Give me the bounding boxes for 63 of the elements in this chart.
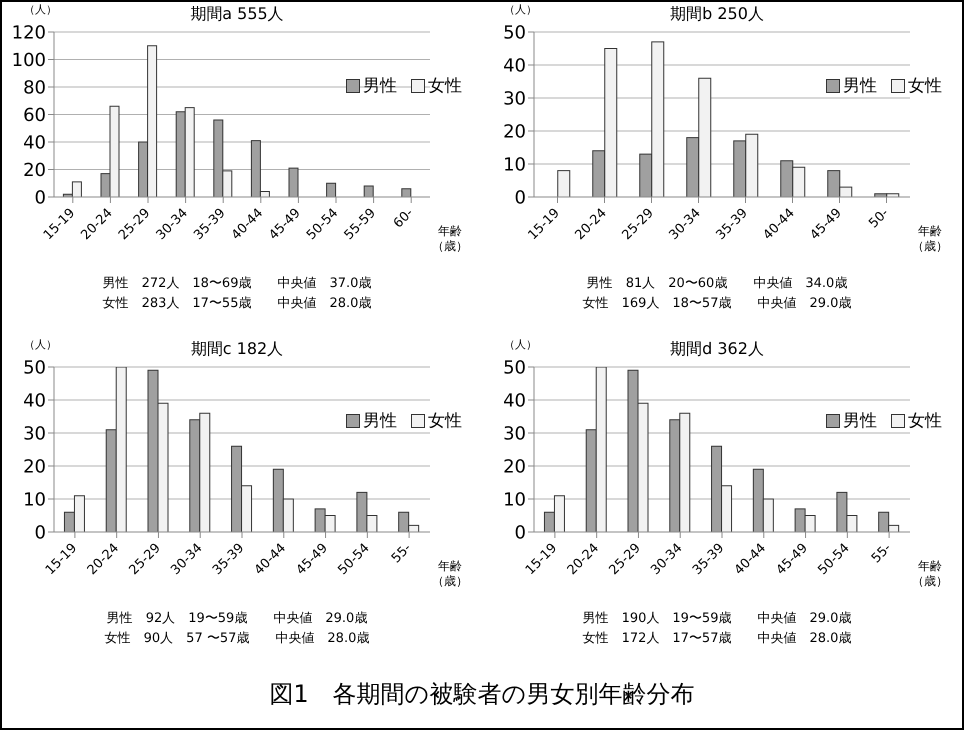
y-axis-title: （人）: [24, 2, 57, 17]
y-tick-label: 80: [23, 77, 46, 98]
y-tick-label: 10: [23, 489, 46, 510]
y-tick-label: 120: [12, 22, 46, 44]
legend-label: 女性: [428, 410, 462, 432]
y-tick-label: 20: [23, 160, 46, 181]
y-tick-label: 0: [514, 187, 526, 208]
bar: [326, 182, 336, 197]
text: 男性 92人 19〜59歳 中央値 29.0歳: [106, 610, 368, 628]
legend-label: 女性: [908, 75, 942, 97]
y-tick-label: 40: [503, 390, 526, 412]
chart-title: 期間c 182人: [190, 339, 284, 358]
text: 女性 169人 18〜57歳 中央値 29.0歳: [582, 295, 852, 313]
legend-label: 女性: [908, 410, 942, 432]
y-tick-label: 20: [503, 121, 526, 142]
x-axis-title: 年齢（歳）: [911, 559, 949, 589]
x-tick-label: 55-: [388, 540, 415, 566]
text: 男性 272人 18〜69歳 中央値 37.0歳: [102, 275, 372, 293]
chart-title: 期間b 250人: [670, 4, 764, 23]
legend-label: 女性: [428, 75, 462, 97]
y-axis-title: （人）: [504, 2, 537, 17]
text: 図1 各期間の被験者の男女別年齢分布: [268, 679, 696, 710]
bar: [288, 168, 298, 197]
legend-label: 男性: [843, 410, 877, 432]
y-tick-label: 20: [23, 456, 46, 478]
bar: [401, 188, 412, 197]
y-tick-label: 0: [34, 522, 46, 544]
bar: [557, 170, 570, 197]
y-tick-label: 40: [503, 55, 526, 76]
x-axis-title: 年齢（歳）: [911, 224, 949, 254]
legend-label: 男性: [363, 75, 397, 97]
x-tick-label: 55-: [868, 540, 895, 566]
y-tick-label: 50: [503, 357, 526, 378]
y-tick-label: 20: [503, 456, 526, 478]
text: 女性 283人 17〜55歳 中央値 28.0歳: [102, 295, 372, 313]
y-tick-label: 40: [23, 132, 46, 154]
y-axis-title: （人）: [24, 337, 57, 352]
y-tick-label: 0: [514, 522, 526, 544]
x-tick-label: 60-: [390, 206, 417, 232]
bar: [364, 186, 374, 197]
chart-title: 期間a 555人: [190, 4, 284, 23]
x-axis-title: 年齢（歳）: [431, 224, 469, 254]
y-tick-label: 40: [23, 390, 46, 412]
y-tick-label: 30: [23, 423, 46, 444]
y-tick-label: 0: [34, 187, 46, 208]
y-tick-label: 10: [503, 489, 526, 510]
text: 女性 172人 17〜57歳 中央値 28.0歳: [582, 630, 852, 648]
legend-label: 男性: [363, 410, 397, 432]
text: 男性 81人 20〜60歳 中央値 34.0歳: [586, 275, 848, 293]
chart-title: 期間d 362人: [670, 339, 764, 358]
y-tick-label: 60: [23, 104, 46, 126]
text: 女性 90人 57 〜57歳 中央値 28.0歳: [104, 630, 370, 648]
y-tick-label: 10: [503, 154, 526, 176]
y-tick-label: 30: [503, 88, 526, 110]
x-axis-title: 年齢（歳）: [431, 559, 469, 589]
y-tick-label: 30: [503, 423, 526, 444]
y-tick-label: 100: [12, 50, 46, 71]
text: 男性 190人 19〜59歳 中央値 29.0歳: [582, 610, 852, 628]
y-tick-label: 50: [503, 22, 526, 44]
y-tick-label: 50: [23, 357, 46, 378]
y-axis-title: （人）: [504, 337, 537, 352]
x-tick-label: 50-: [866, 206, 892, 232]
legend-label: 男性: [843, 75, 877, 97]
